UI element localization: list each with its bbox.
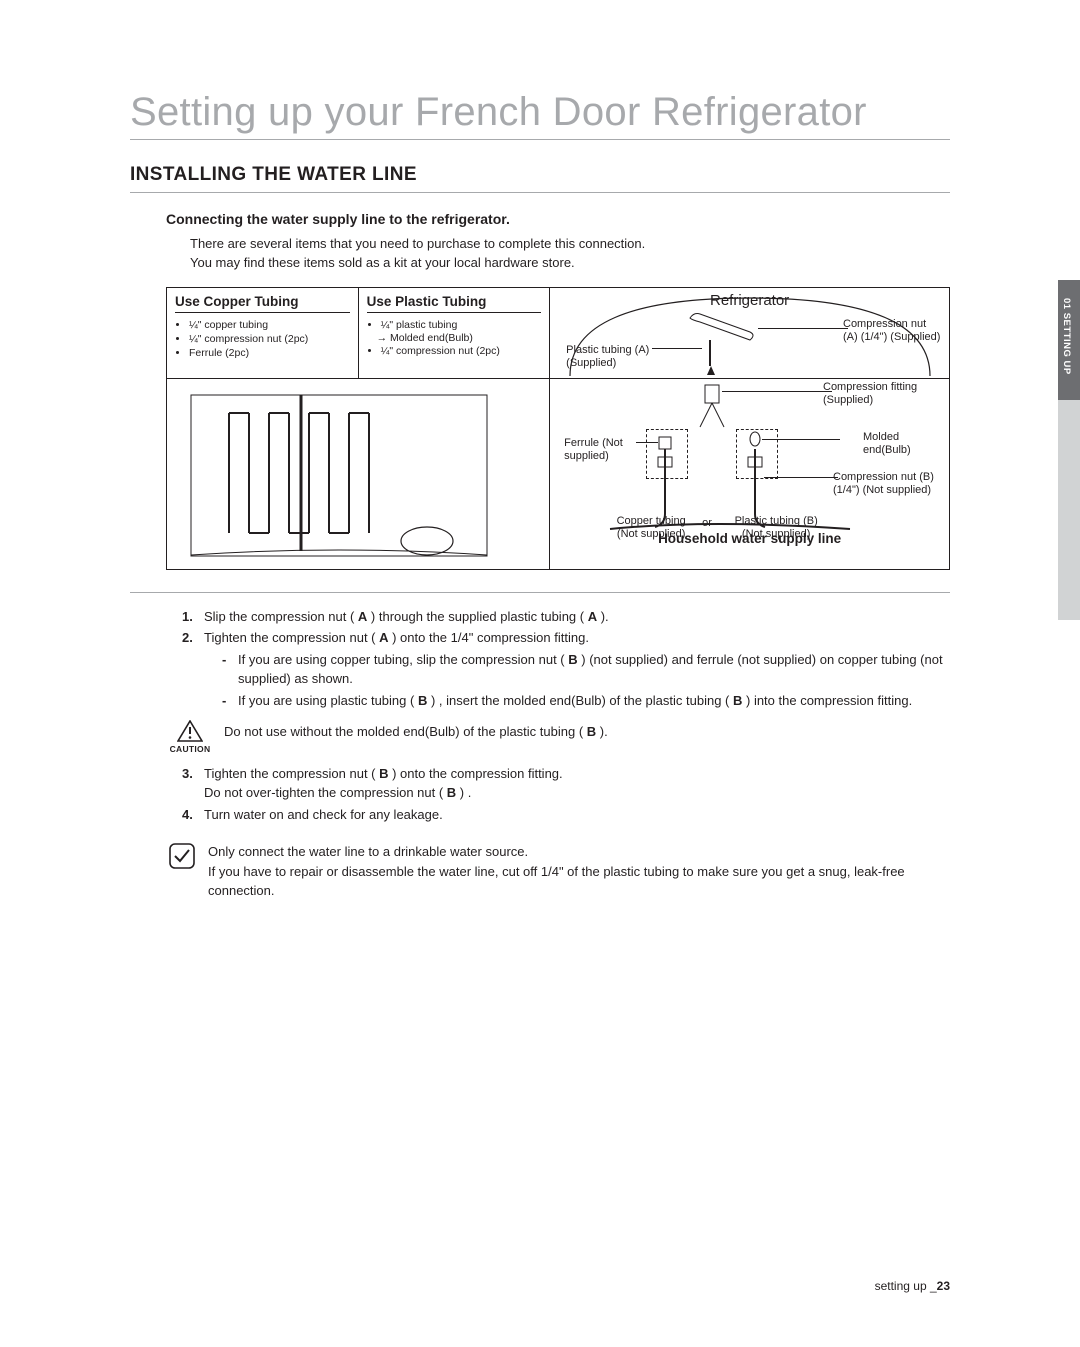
leader-line — [762, 439, 840, 440]
plastic-tubing-a-label: Plastic tubing (A) (Supplied) — [566, 344, 656, 372]
step-2a: - If you are using copper tubing, slip t… — [222, 650, 950, 689]
copper-option-box — [646, 429, 688, 479]
molded-end-label: Molded end(Bulb) — [863, 431, 943, 459]
leader-line — [636, 442, 658, 443]
leader-line — [758, 328, 848, 329]
page-content: Setting up your French Door Refrigerator… — [0, 0, 1080, 961]
list-item: ¼" compression nut (2pc) — [381, 344, 542, 358]
page-title: Setting up your French Door Refrigerator — [130, 90, 950, 140]
leader-line — [764, 477, 838, 478]
caution-callout: CAUTION Do not use without the molded en… — [156, 720, 950, 756]
intro-paragraph: There are several items that you need to… — [190, 235, 950, 273]
compression-nut-b-label: Compression nut (B) (1/4") (Not supplied… — [833, 471, 943, 499]
list-item: ¼" compression nut (2pc) — [189, 332, 350, 346]
copper-list: ¼" copper tubing ¼" compression nut (2pc… — [175, 318, 350, 361]
copper-tubing-column: Use Copper Tubing ¼" copper tubing ¼" co… — [167, 288, 359, 378]
note-line-1: Only connect the water line to a drinkab… — [208, 842, 950, 862]
step-2: 2. Tighten the compression nut ( A ) ont… — [182, 628, 950, 648]
footer-page-number: 23 — [937, 1279, 950, 1293]
step-number: 2. — [182, 628, 204, 648]
leader-line — [722, 391, 832, 392]
tubing-options: Use Copper Tubing ¼" copper tubing ¼" co… — [167, 288, 550, 378]
plastic-heading: Use Plastic Tubing — [367, 294, 542, 313]
step-2b: - If you are using plastic tubing ( B ) … — [222, 691, 950, 711]
installation-diagram: Use Copper Tubing ¼" copper tubing ¼" co… — [166, 287, 950, 570]
or-label: or — [702, 517, 712, 531]
ferrule-label: Ferrule (Not supplied) — [564, 437, 642, 465]
copper-tubing-b-label: Copper tubing (Not supplied) — [606, 515, 696, 543]
compression-nut-a-label: Compression nut (A) (1/4") (Supplied) — [843, 318, 943, 346]
caution-text: Do not use without the molded end(Bulb) … — [224, 720, 608, 742]
leader-line — [652, 348, 702, 349]
section-heading: INSTALLING THE WATER LINE — [130, 164, 950, 193]
arrow-up-icon — [707, 366, 715, 375]
intro-line-2: You may find these items sold as a kit a… — [190, 254, 950, 273]
intro-line-1: There are several items that you need to… — [190, 235, 950, 254]
refrigerator-panel: Refrigerator Plastic tubing (A) (Supplie… — [550, 288, 949, 378]
note-callout: Only connect the water line to a drinkab… — [156, 842, 950, 901]
caution-icon: CAUTION — [156, 720, 224, 756]
step-number: 1. — [182, 607, 204, 627]
step-text: Tighten the compression nut ( B ) onto t… — [204, 764, 563, 803]
connection-detail-panel: Compression fitting (Supplied) Ferrule (… — [550, 379, 949, 569]
instruction-steps: 1. Slip the compression nut ( A ) throug… — [130, 592, 950, 901]
note-text: Only connect the water line to a drinkab… — [208, 842, 950, 901]
list-item: ¼" plastic tubing — [381, 318, 542, 332]
list-item: Ferrule (2pc) — [189, 346, 350, 360]
step-number: 3. — [182, 764, 204, 803]
list-subitem: → Molded end(Bulb) — [367, 332, 542, 344]
step-text: Slip the compression nut ( A ) through t… — [204, 607, 609, 627]
step-3: 3. Tighten the compression nut ( B ) ont… — [182, 764, 950, 803]
step-text: If you are using plastic tubing ( B ) , … — [238, 691, 912, 711]
plastic-list-2: ¼" compression nut (2pc) — [367, 344, 542, 358]
caution-label: CAUTION — [156, 743, 224, 756]
copper-heading: Use Copper Tubing — [175, 294, 350, 313]
condenser-coil-icon — [189, 393, 489, 558]
diagram-top-row: Use Copper Tubing ¼" copper tubing ¼" co… — [167, 288, 949, 378]
diagram-bottom-row: Compression fitting (Supplied) Ferrule (… — [167, 378, 949, 569]
refrigerator-back-drawing — [167, 379, 550, 569]
page-footer: setting up _23 — [875, 1279, 950, 1293]
subsection-heading: Connecting the water supply line to the … — [166, 211, 950, 227]
footer-section: setting up _ — [875, 1279, 937, 1293]
step-4: 4. Turn water on and check for any leaka… — [182, 805, 950, 825]
plastic-option-box — [736, 429, 778, 479]
note-line-2: If you have to repair or disassemble the… — [208, 862, 950, 901]
step-text: If you are using copper tubing, slip the… — [238, 650, 950, 689]
step-text: Turn water on and check for any leakage. — [204, 805, 443, 825]
compression-fitting-label: Compression fitting (Supplied) — [823, 381, 943, 409]
note-icon — [156, 842, 208, 876]
list-item: ¼" copper tubing — [189, 318, 350, 332]
plastic-tubing-column: Use Plastic Tubing ¼" plastic tubing → M… — [359, 288, 550, 378]
plastic-tubing-b-label: Plastic tubing (B) (Not supplied) — [726, 515, 826, 543]
plastic-list: ¼" plastic tubing — [367, 318, 542, 332]
step-number: 4. — [182, 805, 204, 825]
dash-bullet: - — [222, 650, 238, 689]
step-text: Tighten the compression nut ( A ) onto t… — [204, 628, 589, 648]
step-1: 1. Slip the compression nut ( A ) throug… — [182, 607, 950, 627]
dash-bullet: - — [222, 691, 238, 711]
